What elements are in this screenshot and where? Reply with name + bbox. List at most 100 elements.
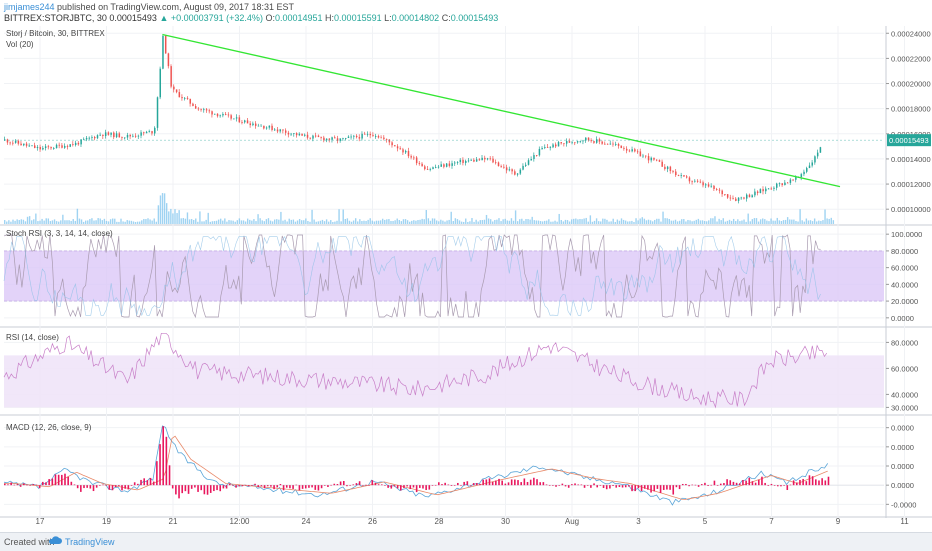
volume-bar [319, 220, 322, 224]
volume-bar [681, 219, 683, 224]
candle-body [615, 144, 617, 145]
volume-bar [786, 217, 789, 224]
macd-hist-bar [323, 485, 326, 486]
macd-hist-bar [273, 485, 275, 490]
candle-body [716, 189, 718, 190]
volume-bar [172, 213, 174, 224]
volume-bar [620, 218, 623, 224]
macd-hist-bar [159, 444, 161, 486]
candle-body [691, 181, 693, 183]
candle-body [375, 136, 377, 137]
candle-body [34, 145, 36, 148]
macd-hist-bar [232, 485, 234, 486]
candle-body [525, 164, 527, 166]
volume-bar [170, 208, 172, 224]
candle-body [241, 122, 243, 123]
candle-body [765, 188, 767, 192]
price-tick-label: 0.00012000 [891, 180, 931, 189]
candle-body [560, 142, 563, 144]
macd-hist-bar [390, 485, 393, 489]
trendline-layer[interactable] [162, 33, 841, 188]
macd-hist-bar [552, 485, 554, 486]
candle-body [216, 113, 219, 117]
macd-hist-bar [361, 485, 364, 486]
candle-body [658, 160, 661, 162]
candle-body [595, 139, 598, 143]
macd-hist-bar [453, 485, 456, 486]
candle-body [94, 137, 96, 139]
candle-body [181, 97, 183, 99]
volume-bar [84, 220, 87, 224]
volume-bar [303, 220, 305, 224]
macd-hist-bar [643, 485, 646, 489]
macd-hist-bar [73, 484, 76, 486]
volume-bar [529, 219, 531, 224]
macd-hist-bar [583, 485, 586, 488]
macd-hist-bar [86, 485, 88, 488]
volume-bar [35, 213, 37, 224]
candle-body [508, 169, 511, 171]
macd-hist-bar [181, 485, 184, 494]
volume-bar [674, 219, 677, 224]
price-axes[interactable]: 0.00024000 0.00022000 0.00020000 0.00018000… [4, 29, 931, 509]
candle-body [710, 185, 713, 187]
macd-hist-bar [811, 476, 814, 486]
macd-hist-bar [23, 483, 25, 486]
volume-bar [116, 221, 118, 224]
candle-body [478, 159, 481, 161]
candle-body [184, 97, 186, 99]
username-link[interactable]: jimjames244 [4, 2, 55, 12]
time-tick-label: 7 [769, 517, 774, 526]
candle-body [312, 135, 314, 139]
volume-bar [168, 211, 170, 224]
macd-hist-bar [561, 483, 564, 486]
macd-hist-bar [681, 483, 684, 486]
volume-bar [163, 193, 166, 224]
volume-bar [26, 216, 29, 224]
macd-hist-bar [194, 485, 196, 488]
volume-bar [105, 220, 108, 224]
candle-body [192, 103, 194, 107]
candle-body [688, 177, 691, 182]
macd-hist-bar [396, 485, 399, 489]
macd-hist-bar [4, 483, 6, 486]
candle-body [102, 134, 104, 136]
volume-bar [774, 220, 776, 224]
price-tick-label: 0.00024000 [891, 29, 931, 38]
candle-body [601, 141, 603, 144]
chart-canvas[interactable]: 0.00024000 0.00022000 0.00020000 0.00018000… [0, 26, 932, 532]
macd-hist-bar [238, 485, 241, 487]
macd-hist-bar [669, 485, 671, 490]
volume-bar [367, 219, 369, 224]
candle-body [568, 141, 571, 143]
volume-bar [118, 221, 120, 224]
last-price-tag [887, 134, 931, 147]
volume-bar [423, 219, 425, 224]
candle-body [274, 129, 276, 131]
volume-bar [492, 221, 494, 224]
tradingview-brand-link[interactable]: TradingView [65, 537, 115, 547]
candle-body [645, 155, 647, 157]
volume-bar [122, 221, 124, 224]
candle-body [647, 156, 650, 161]
macd-hist-bar [517, 480, 519, 486]
volume-bar [608, 221, 610, 224]
volume-bar [537, 220, 540, 224]
candle-body [585, 137, 587, 141]
macd-hist-bar [16, 484, 19, 486]
candle-body [751, 195, 753, 198]
candle-body [699, 181, 702, 183]
volume-bar [743, 219, 745, 224]
macd-hist-bar [178, 485, 180, 499]
macd-hist-bar [241, 485, 244, 487]
volume-bar [531, 216, 533, 224]
stoch-tick-label: 100.0000 [891, 230, 922, 239]
volume-bar [683, 219, 685, 224]
volume-bar [62, 214, 64, 224]
volume-bar [371, 220, 373, 224]
volume-bar [398, 220, 400, 224]
volume-bar [199, 211, 201, 224]
volume-bar [789, 219, 791, 224]
macd-hist-bar [35, 484, 38, 486]
